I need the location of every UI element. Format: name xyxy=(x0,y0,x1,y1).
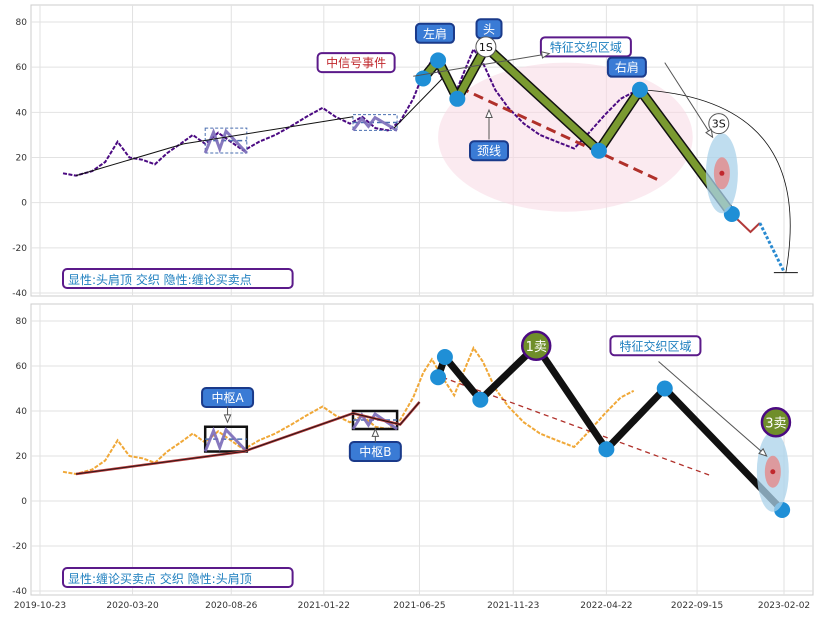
panel-top-sell-zone-center xyxy=(719,170,725,176)
annotation--: 特征交织区域 xyxy=(539,36,632,58)
panel-top-ytick-label: 80 xyxy=(16,18,28,28)
annotation-3s xyxy=(708,113,730,135)
forecast-path-blue xyxy=(758,222,785,272)
panel-bottom-pattern-point xyxy=(472,391,489,408)
annotation-1s xyxy=(475,36,497,58)
annotation---box xyxy=(539,36,632,58)
arrow-event xyxy=(413,53,550,77)
panel-top-zhongshu-zigzag xyxy=(351,115,398,132)
panel-top-frame xyxy=(30,4,814,297)
panel-bottom-pattern-point xyxy=(436,349,453,365)
panel-top-pattern-point xyxy=(723,205,740,222)
arrow-zhongshu-a-head xyxy=(223,414,232,424)
annotation---box xyxy=(316,52,396,74)
panel-bottom-ytick-label: -40 xyxy=(12,587,27,597)
xtick-label: 2021-01-22 xyxy=(298,601,350,611)
panel-top-pattern-point xyxy=(449,90,466,107)
annotation--: 颈线 xyxy=(469,140,510,162)
annotation---text: 右肩 xyxy=(615,60,639,75)
trend-line xyxy=(75,143,184,177)
annotation-1s-text: 1S xyxy=(479,41,493,54)
panel-bottom-pattern-point xyxy=(598,441,615,458)
xtick-label: 2020-03-20 xyxy=(106,601,159,611)
panel-bottom-zhongshu-zigzag xyxy=(203,426,248,453)
annotation-arrows xyxy=(223,51,768,457)
panel-top-ytick-label: 20 xyxy=(16,154,28,164)
annotation--b: 中枢B xyxy=(348,441,402,462)
panel-top-pattern-point xyxy=(631,81,648,98)
annotation-1- xyxy=(520,330,552,361)
panel-bottom-sell-zone-center xyxy=(770,469,776,475)
annotation--a-text: 中枢A xyxy=(211,390,244,405)
annotation--: 左肩 xyxy=(414,22,455,44)
annotation---box xyxy=(609,335,702,357)
panel-top-ytick-label: -40 xyxy=(12,289,27,299)
trend-line xyxy=(393,78,443,129)
panel-bottom-ytick-label: 20 xyxy=(16,452,28,462)
panel-top-price-series xyxy=(62,47,635,177)
panel-bottom-ytick-label: 0 xyxy=(21,497,27,507)
neckline xyxy=(444,79,660,182)
panel-bottom: 80 60 40 20 0 -20 -40 中枢A 中枢B 1卖 特征交织区域 3卖显性:缠论买卖点 … xyxy=(12,303,814,597)
panel-top-ytick-label: 60 xyxy=(16,63,28,73)
annotation-1--text: 1卖 xyxy=(526,340,547,355)
bi-path-core xyxy=(75,401,420,475)
panel-bottom-pattern-point xyxy=(430,369,447,386)
panel-top-caption: 显性:头肩顶 交织 隐性:缠论买卖点 xyxy=(68,272,252,287)
annotation---box xyxy=(606,56,647,78)
arrow-neckline-head xyxy=(485,108,493,118)
panel-bottom-pattern-point xyxy=(656,380,673,397)
annotation---text: 特征交织区域 xyxy=(550,39,622,54)
annotation--: 头 xyxy=(475,18,503,40)
panel-bottom-caption-box xyxy=(62,567,294,588)
panel-top-ytick-label: -20 xyxy=(12,244,27,254)
panel-bottom-ytick-label: -20 xyxy=(12,542,27,552)
arrow-top-zone-head xyxy=(705,128,714,139)
xtick-label: 2022-09-15 xyxy=(671,601,723,611)
panel-top-pattern-point xyxy=(430,52,447,69)
annotation---text: 左肩 xyxy=(423,26,447,41)
annotation---text: 中信号事件 xyxy=(326,55,386,70)
annotation--: 右肩 xyxy=(606,56,647,78)
xtick-label: 2022-04-22 xyxy=(580,601,632,611)
arrow-top-zone xyxy=(664,62,714,138)
forecast-path-red xyxy=(731,213,761,234)
panel-bottom-price-series xyxy=(62,345,635,476)
xtick-label: 2021-06-25 xyxy=(393,601,445,611)
panel-bottom-ytick-label: 80 xyxy=(16,317,28,327)
annotation---text: 头 xyxy=(483,22,495,36)
panel-bottom-caption: 显性:缠论买卖点 交织 隐性:头肩顶 xyxy=(68,571,252,586)
annotation---text: 颈线 xyxy=(477,144,501,158)
annotation--b-text: 中枢B xyxy=(359,444,391,459)
annotation-3- xyxy=(760,407,792,438)
xtick-label: 2019-10-23 xyxy=(14,601,66,611)
arrow-zhongshu-b-head xyxy=(371,427,380,437)
panel-top-ytick-label: 40 xyxy=(16,108,28,118)
panel-bottom-ytick-label: 40 xyxy=(16,407,28,417)
xtick-label: 2020-08-26 xyxy=(205,601,258,611)
trend-line xyxy=(183,116,354,145)
annotation--: 中信号事件 xyxy=(316,52,396,74)
panel-top-caption-box xyxy=(62,268,294,289)
annotation-3s-text: 3S xyxy=(712,118,726,131)
arrow-bottom-zone xyxy=(658,361,767,457)
annotation-3--text: 3卖 xyxy=(765,416,786,431)
xtick-label: 2021-11-23 xyxy=(487,601,539,611)
xtick-label: 2023-02-02 xyxy=(758,601,810,611)
arc-projection xyxy=(639,89,791,273)
arrow-bottom-zone-head xyxy=(758,447,768,457)
panel-bottom-ytick-label: 60 xyxy=(16,362,28,372)
annotation--: 特征交织区域 xyxy=(609,335,702,357)
panel-top-ytick-label: 0 xyxy=(21,199,27,209)
panel-top-pattern-point xyxy=(590,142,607,159)
annotation---box xyxy=(469,140,510,162)
arrow-event-head xyxy=(540,51,551,59)
annotation---text: 特征交织区域 xyxy=(619,338,691,353)
annotation---box xyxy=(414,22,455,44)
annotation--a: 中枢A xyxy=(201,387,255,408)
